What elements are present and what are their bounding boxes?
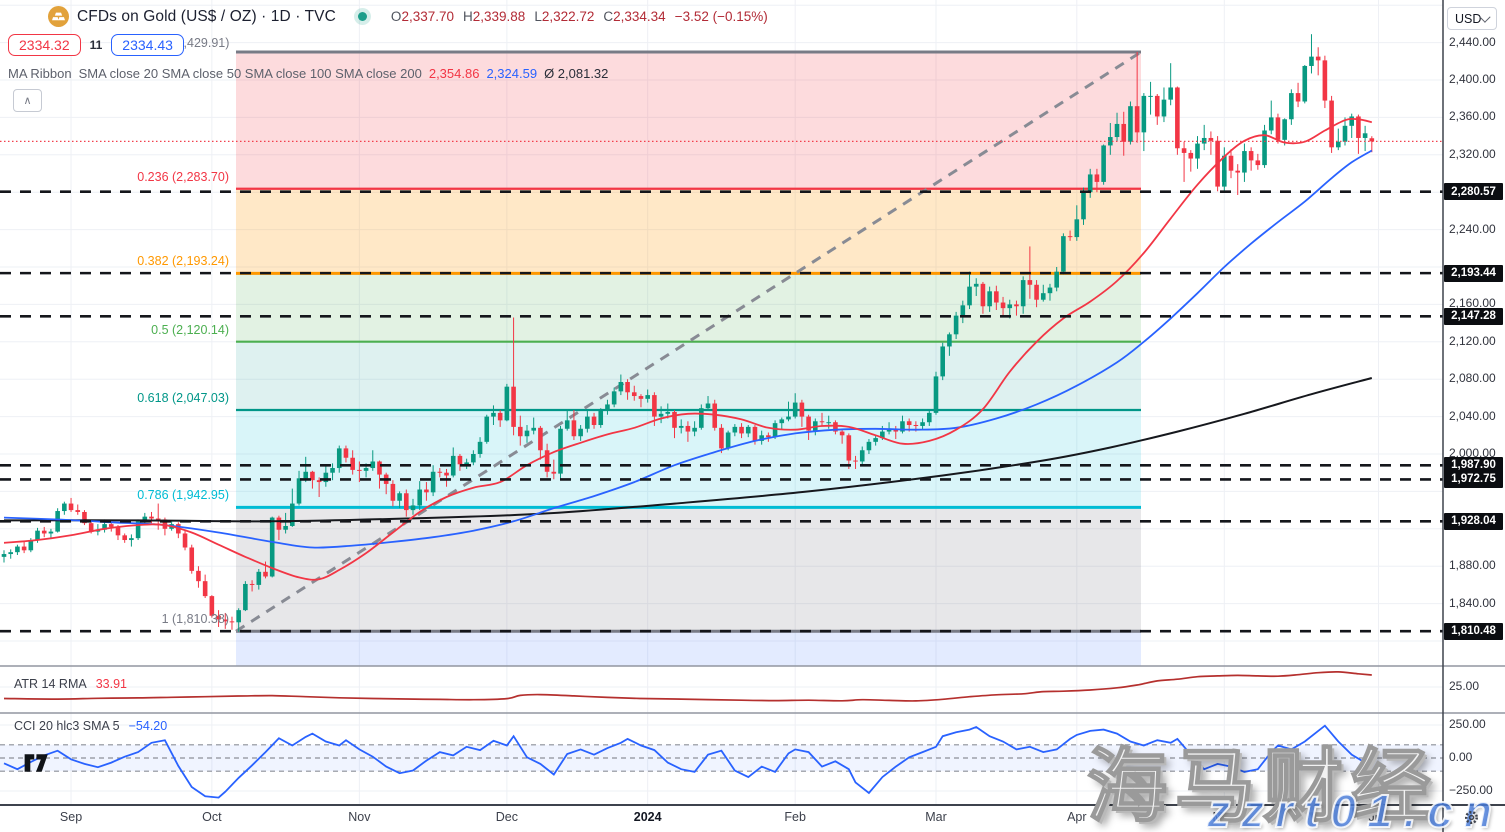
- ohlc-readout: O2,337.70 H2,339.88 L2,322.72 C2,334.34 …: [391, 9, 768, 24]
- collapse-pane-button[interactable]: ∧: [13, 89, 42, 112]
- price-scale[interactable]: [1443, 0, 1505, 805]
- fib-level-label: 0.786 (1,942.95): [137, 488, 229, 503]
- atr-axis-label: 25.00: [1449, 679, 1480, 693]
- fib-level-label: 0.236 (2,283.70): [137, 169, 229, 184]
- close-label: C: [603, 9, 614, 24]
- time-axis-label: Mar: [925, 810, 947, 824]
- usd-currency-button[interactable]: USD: [1447, 7, 1497, 30]
- price-level-badge[interactable]: 1,987.90: [1444, 456, 1503, 474]
- cci-axis-label: 0.00: [1449, 750, 1473, 764]
- price-level-badge[interactable]: 2,280.57: [1444, 183, 1503, 201]
- time-axis-label: Nov: [348, 810, 371, 824]
- price-axis-label: 2,440.00: [1449, 34, 1496, 49]
- time-axis-label: Apr: [1067, 810, 1087, 824]
- price-axis-label: 2,240.00: [1449, 221, 1496, 236]
- change-value: −3.52 (−0.15%): [674, 9, 768, 24]
- time-axis-label: 2024: [633, 810, 662, 824]
- cci-axis-label: −250.00: [1449, 783, 1493, 797]
- price-axis-label: 2,000.00: [1449, 446, 1496, 460]
- sell-price-button[interactable]: 2334.32: [8, 34, 81, 56]
- atr-label: ATR 14 RMA: [14, 677, 87, 691]
- time-scale[interactable]: [0, 805, 1443, 832]
- low-label: L: [534, 9, 542, 24]
- time-axis-label: Feb: [784, 810, 806, 824]
- cci-label: CCI 20 hlc3 SMA 5: [14, 719, 120, 733]
- high-value: 2,339.88: [472, 9, 526, 24]
- time-axis-label: Dec: [495, 810, 518, 824]
- price-axis-label: 2,080.00: [1449, 371, 1496, 386]
- time-axis-label: May: [1212, 810, 1237, 824]
- chevron-up-icon: ∧: [23, 95, 32, 107]
- ma-avg-value: Ø 2,081.32: [544, 66, 609, 81]
- tradingview-logo-icon: [24, 754, 48, 772]
- ma-sma50-value: 2,324.59: [486, 66, 538, 81]
- cci-value: −54.20: [128, 719, 168, 733]
- fib-level-label: 1 (1,810.38): [161, 612, 229, 627]
- price-axis-label: 1,840.00: [1449, 595, 1496, 610]
- price-axis-label: 2,360.00: [1449, 109, 1496, 124]
- price-axis-label: 2,400.00: [1449, 72, 1496, 86]
- scale-settings-button[interactable]: [1458, 806, 1484, 828]
- time-axis-label: Jun: [1368, 810, 1389, 824]
- price-level-badge[interactable]: 1,928.04: [1444, 512, 1503, 530]
- symbol-title[interactable]: CFDs on Gold (US$ / OZ) · 1D · TVC: [77, 7, 336, 25]
- atr-legend[interactable]: ATR 14 RMA 33.91: [14, 677, 127, 691]
- cci-legend[interactable]: CCI 20 hlc3 SMA 5 −54.20: [14, 719, 167, 733]
- price-axis-label: 1,880.00: [1449, 558, 1496, 573]
- open-value: 2,337.70: [401, 9, 454, 24]
- time-axis-label: Sep: [59, 810, 83, 824]
- fib-level-label: 0.5 (2,120.14): [151, 322, 229, 337]
- open-label: O: [390, 9, 402, 24]
- low-value: 2,322.72: [541, 9, 595, 24]
- ma-ribbon-title: MA Ribbon: [8, 66, 72, 81]
- tradingview-logo[interactable]: [22, 750, 50, 781]
- quote-row: 2334.32 11 2334.43: [8, 34, 184, 56]
- ma-ribbon-legend[interactable]: MA Ribbon SMA close 20 SMA close 50 SMA …: [8, 66, 608, 81]
- spread-label: 11: [89, 38, 103, 52]
- fib-level-label: 0.382 (2,193.24): [137, 254, 229, 269]
- price-level-badge[interactable]: 2,147.28: [1444, 307, 1503, 325]
- ma-sma20-value: 2,354.86: [428, 66, 480, 81]
- fib-level-label: 0.618 (2,047.03): [137, 391, 229, 406]
- price-axis-label: 2,320.00: [1449, 146, 1496, 161]
- ma-ribbon-params: SMA close 20 SMA close 50 SMA close 100 …: [78, 66, 422, 81]
- price-level-badge[interactable]: 1,972.75: [1444, 470, 1503, 488]
- time-axis-label: Oct: [202, 810, 222, 824]
- price-level-badge[interactable]: 2,193.44: [1444, 264, 1503, 282]
- cci-axis-label: 250.00: [1449, 717, 1486, 731]
- header-symbol-row: CFDs on Gold (US$ / OZ) · 1D · TVC O2,33…: [48, 6, 768, 27]
- price-axis-label: 2,160.00: [1449, 296, 1496, 311]
- high-label: H: [463, 9, 473, 24]
- price-level-badge[interactable]: 1,810.48: [1444, 622, 1503, 640]
- price-axis-label: 2,120.00: [1449, 333, 1496, 348]
- close-value: 2,334.34: [613, 9, 666, 24]
- currency-label: USD: [1455, 11, 1482, 26]
- gold-coin-icon: [48, 6, 69, 27]
- gear-icon: [1464, 810, 1478, 824]
- buy-price-button[interactable]: 2334.43: [111, 34, 184, 56]
- price-axis-label: 2,040.00: [1449, 408, 1496, 423]
- market-status-icon[interactable]: [357, 12, 367, 21]
- atr-value: 33.91: [95, 677, 127, 691]
